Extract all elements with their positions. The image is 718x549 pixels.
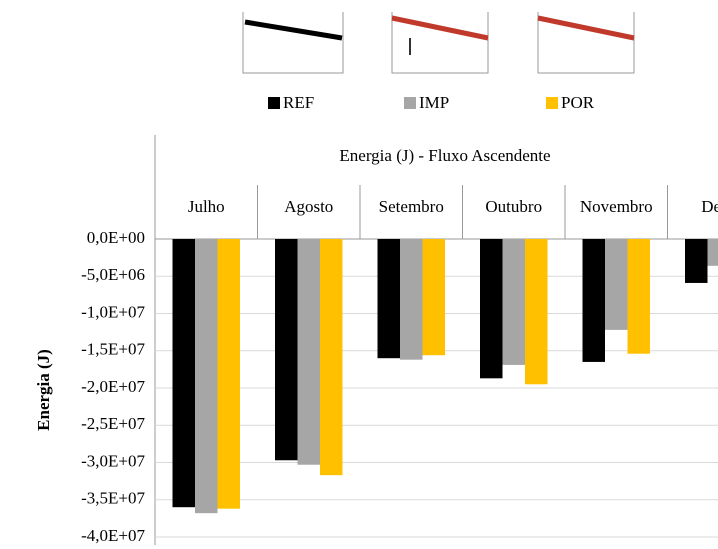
bar [400, 239, 423, 360]
legend-swatch [404, 97, 416, 109]
bar [605, 239, 628, 330]
y-tick-label: 0,0E+00 [87, 228, 145, 247]
chart: Energia (J) - Fluxo Ascendente Energia (… [0, 0, 718, 549]
bar [378, 239, 401, 358]
x-tick-label: Novembro [580, 197, 653, 216]
bar [525, 239, 548, 384]
icon-line [245, 22, 342, 38]
y-tick-label: -2,0E+07 [81, 377, 145, 396]
y-tick-label: -1,5E+07 [81, 340, 145, 359]
bar [480, 239, 503, 378]
x-tick-label: Deze [701, 197, 718, 216]
icon-frame [243, 12, 343, 73]
bar [320, 239, 343, 475]
x-tick-label: Setembro [379, 197, 444, 216]
x-tick-label: Agosto [284, 197, 333, 216]
icon-line [538, 18, 634, 38]
bar [218, 239, 241, 509]
legend-label: IMP [419, 93, 449, 112]
bar [583, 239, 606, 362]
legend-swatch [268, 97, 280, 109]
legend-swatch [546, 97, 558, 109]
bar [423, 239, 446, 355]
y-tick-label: -1,0E+07 [81, 302, 145, 321]
y-axis-label: Energia (J) [34, 349, 53, 431]
plot: Julho Agosto Setembro Outubro Novembro Deze [155, 185, 718, 537]
bar [275, 239, 298, 460]
bar [195, 239, 218, 513]
y-tick-label: -3,5E+07 [81, 489, 145, 508]
bar [503, 239, 526, 365]
y-tick-label: -3,0E+07 [81, 451, 145, 470]
bar [173, 239, 196, 507]
legend-label: REF [283, 93, 314, 112]
x-tick-label: Julho [188, 197, 225, 216]
icons [243, 12, 634, 73]
bar [685, 239, 708, 283]
y-tick-label: -4,0E+07 [81, 526, 145, 545]
bar [628, 239, 651, 354]
y-tick-label: -2,5E+07 [81, 414, 145, 433]
x-tick-label: Outubro [485, 197, 542, 216]
bar [298, 239, 321, 465]
y-tick-label: -5,0E+06 [81, 265, 145, 284]
bar [708, 239, 718, 266]
icon-line [392, 18, 488, 38]
chart-title: Energia (J) - Fluxo Ascendente [339, 146, 550, 165]
legend-label: POR [561, 93, 595, 112]
